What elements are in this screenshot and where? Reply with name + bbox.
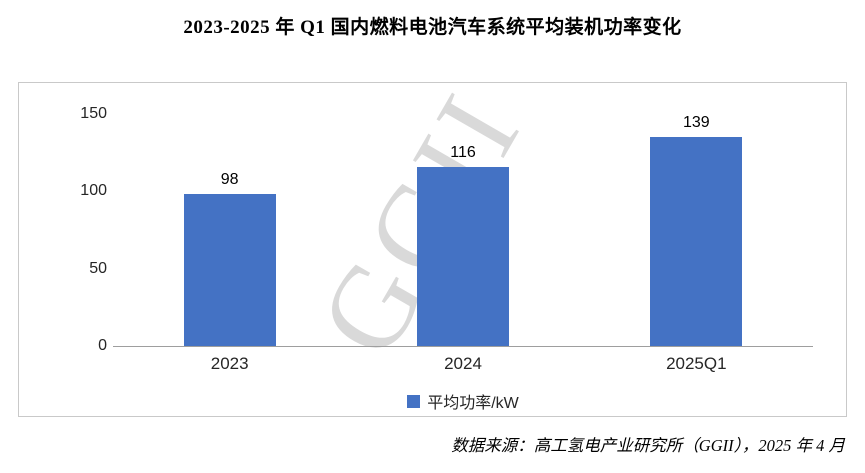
- legend-label: 平均功率/kW: [427, 395, 519, 412]
- y-tick-label: 50: [89, 259, 107, 277]
- plot-area: 98 116 139: [113, 114, 813, 347]
- x-tick-label: 2024: [444, 354, 482, 373]
- bar-2024: [416, 166, 509, 346]
- chart-panel: GGII 150 100 50 0 98 116 139 2023 2024 2…: [18, 68, 847, 417]
- data-source-note: 数据来源：高工氢电产业研究所（GGII），2025 年 4 月: [451, 436, 845, 455]
- legend-color-swatch: [407, 394, 421, 408]
- bar-group-2025q1: 139: [580, 114, 813, 346]
- bar-data-label: 116: [450, 143, 476, 161]
- y-tick-label: 100: [80, 182, 107, 200]
- bar-2023: [183, 194, 276, 346]
- bar-data-label: 98: [220, 171, 239, 189]
- x-tick-label: 2023: [210, 354, 249, 373]
- legend: 平均功率/kW: [113, 389, 813, 413]
- bar-group-2023: 98: [113, 114, 346, 346]
- bar-group-2024: 116: [346, 114, 579, 346]
- bar-data-label: 139: [682, 114, 710, 131]
- y-tick-label: 0: [98, 337, 107, 354]
- y-tick-label: 150: [80, 105, 107, 122]
- y-axis: 150 100 50 0: [19, 105, 107, 354]
- x-axis: 2023 2024 2025Q1: [113, 354, 813, 374]
- bar-2025q1: [650, 137, 743, 346]
- x-tick-label: 2025Q1: [666, 354, 727, 373]
- chart-title: 2023-2025 年 Q1 国内燃料电池汽车系统平均装机功率变化: [183, 17, 682, 38]
